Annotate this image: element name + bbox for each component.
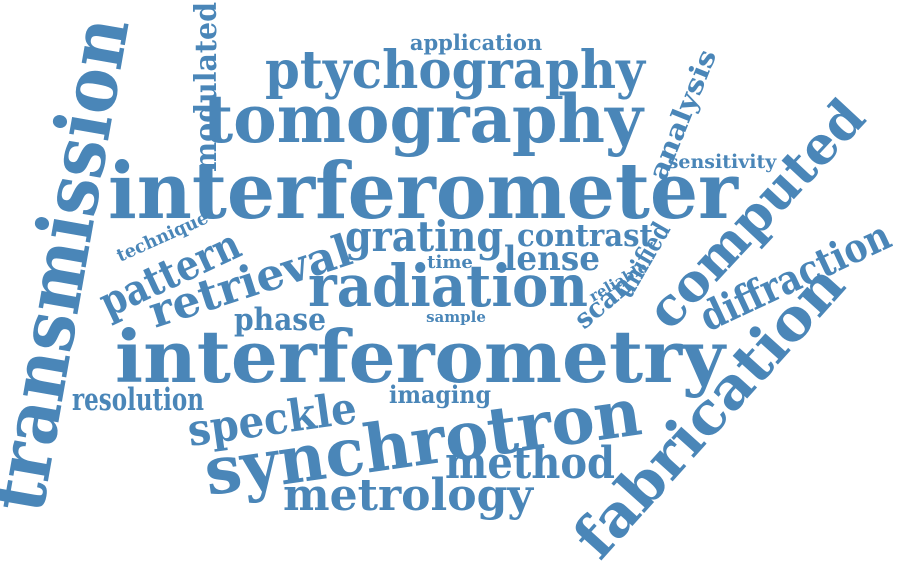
- word-resolution: resolution: [72, 382, 204, 418]
- word-imaging: imaging: [389, 380, 491, 409]
- word-method: method: [445, 438, 615, 489]
- word-ptychography: ptychography: [265, 40, 647, 101]
- word-metrology: metrology: [283, 470, 534, 521]
- word-sample: sample: [426, 308, 486, 326]
- word-interferometer: interferometer: [108, 146, 739, 237]
- word-grating: grating: [345, 212, 503, 261]
- word-interferometry: interferometry: [115, 314, 727, 399]
- word-tomography: tomography: [203, 80, 645, 158]
- word-lense: lense: [504, 239, 600, 279]
- word-sensitivity: sensitivity: [668, 151, 778, 173]
- word-contrast: contrast: [517, 218, 654, 254]
- word-phase: phase: [234, 302, 326, 338]
- word-time: time: [427, 252, 473, 273]
- word-radiation: radiation: [308, 252, 588, 320]
- word-modulated: modulated: [189, 2, 224, 172]
- word-application: application: [410, 30, 542, 55]
